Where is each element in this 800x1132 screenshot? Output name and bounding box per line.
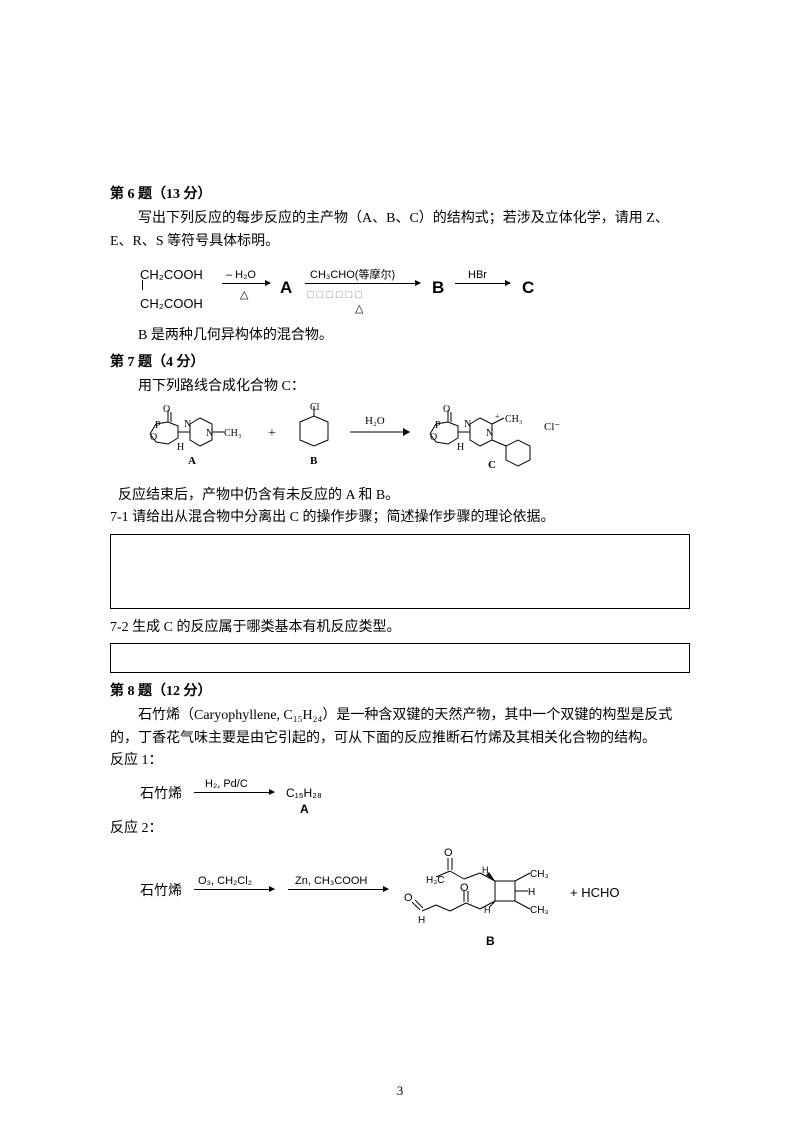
q7-2-box (110, 643, 690, 673)
page-number: 3 (0, 1081, 800, 1102)
q6-title: 第 6 题（13 分） (110, 184, 690, 206)
q8-r2-c2: Zn, CH₃COOH (295, 873, 367, 891)
q6-body: 写出下列反应的每步反应的主产物（A、B、C）的结构式；若涉及立体化学，请用 Z、… (110, 208, 690, 253)
svg-text:H: H (177, 442, 184, 453)
svg-text:CH₃: CH₃ (505, 414, 522, 425)
q7-body: 用下列路线合成化合物 C： (110, 376, 690, 398)
q8-body: 石竹烯（Caryophyllene, C₁₅H₂₄）是一种含双键的天然产物，其中… (110, 705, 690, 750)
svg-text:CH₃: CH₃ (530, 905, 549, 916)
q7-1-box (110, 534, 690, 609)
q8-r2-label: 反应 2： (110, 818, 690, 840)
q6-sm1: CH₂COOH (140, 265, 203, 286)
svg-text:+: + (268, 426, 276, 441)
svg-text:N: N (486, 428, 493, 439)
svg-text:H: H (484, 905, 491, 915)
svg-text:Cl: Cl (310, 402, 320, 413)
svg-text:H₂O: H₂O (365, 415, 385, 427)
q6-note: B 是两种几何异构体的混合物。 (110, 325, 690, 347)
q8-r2-sm: 石竹烯 (140, 881, 182, 903)
q6-B: B (432, 274, 444, 301)
svg-text:O: O (150, 432, 157, 443)
svg-text:O: O (404, 892, 413, 904)
q8-r1-label: 反应 1： (110, 750, 690, 772)
q8-r1-sm: 石竹烯 (140, 784, 182, 806)
q6-sm2: CH₂COOH (140, 294, 203, 315)
svg-text:B: B (310, 455, 318, 467)
svg-text:H: H (482, 865, 489, 875)
svg-text:N: N (464, 419, 471, 430)
svg-text:CH₃: CH₃ (224, 428, 241, 439)
q6-A: A (280, 274, 292, 301)
q8-r2-c1: O₃, CH₂Cl₂ (198, 873, 252, 891)
q6-scheme: CH₂COOH CH₂COOH – H₂O △ A CH₃CHO(等摩尔) □□… (140, 259, 690, 319)
svg-text:A: A (188, 455, 196, 467)
svg-text:N: N (184, 419, 191, 430)
svg-text:O: O (443, 404, 450, 415)
svg-text:O: O (460, 882, 469, 894)
q6-a1bot: △ (240, 287, 248, 305)
svg-text:O: O (444, 847, 453, 859)
q8-title: 第 8 题（12 分） (110, 681, 690, 703)
q7-2: 7-2 生成 C 的反应属于哪类基本有机反应类型。 (110, 617, 690, 639)
q6-a1top: – H₂O (226, 267, 256, 285)
q6-a2top: CH₃CHO(等摩尔) (310, 267, 395, 285)
svg-text:C: C (488, 459, 496, 471)
svg-text:+: + (495, 412, 500, 421)
q7-scheme: O P O N H N CH₃ A + Cl B H₂O O P O (140, 402, 690, 480)
svg-text:H: H (457, 442, 464, 453)
q7-after: 反应结束后，产物中仍含有未反应的 A 和 B。 (118, 485, 690, 507)
q8-r2-plus: + HCHO (570, 883, 619, 904)
q7-1: 7-1 请给出从混合物中分离出 C 的操作步骤；简述操作步骤的理论依据。 (110, 507, 690, 529)
svg-text:P: P (155, 420, 161, 431)
svg-text:P: P (435, 420, 441, 431)
q6-a3top: HBr (468, 267, 487, 285)
svg-text:Cl⁻: Cl⁻ (544, 421, 560, 433)
q7-title: 第 7 题（4 分） (110, 352, 690, 374)
q8-r1-scheme: 石竹烯 H₂, Pd/C C₁₅H₂₈ A (140, 772, 690, 818)
q6-a2bot: △ (355, 301, 363, 319)
svg-text:O: O (430, 432, 437, 443)
svg-text:H: H (418, 915, 425, 926)
q8-r1-prodlbl: A (300, 800, 309, 819)
q6-C: C (522, 274, 534, 301)
svg-text:CH₃: CH₃ (530, 869, 549, 880)
q8-r2-scheme: 石竹烯 O₃, CH₂Cl₂ Zn, CH₃COOH (140, 841, 690, 951)
q8-r1-cond: H₂, Pd/C (205, 776, 248, 794)
svg-text:B: B (486, 934, 495, 948)
svg-text:O: O (163, 404, 170, 415)
svg-text:H₃C: H₃C (426, 875, 445, 886)
q6-bond (142, 280, 143, 290)
svg-text:H: H (528, 887, 535, 898)
svg-text:N: N (206, 428, 213, 439)
